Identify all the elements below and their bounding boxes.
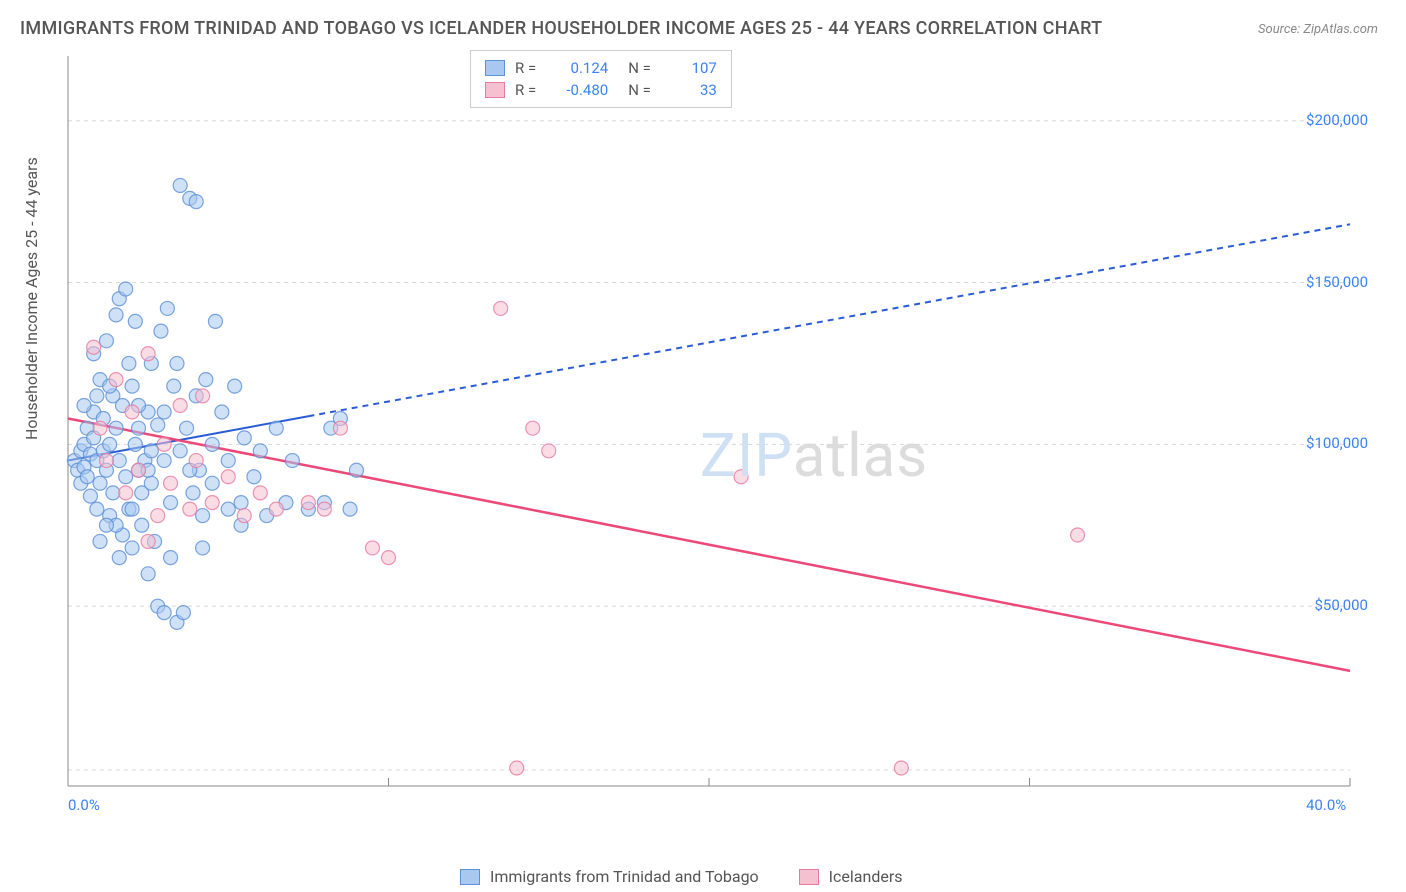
y-tick-label: $50,000: [1314, 596, 1368, 614]
y-tick-label: $150,000: [1306, 273, 1368, 291]
chart-title: IMMIGRANTS FROM TRINIDAD AND TOBAGO VS I…: [20, 18, 1102, 39]
chart-area: $50,000 $100,000 $150,000 $200,000 0.0% 40.0%: [60, 48, 1380, 828]
legend-r-label-2: R =: [515, 81, 536, 99]
y-tick-label: $200,000: [1306, 111, 1368, 129]
legend-n-label-2: N =: [628, 81, 651, 99]
legend-series: Immigrants from Trinidad and Tobago Icel…: [460, 867, 903, 886]
legend-bottom-swatch-1: [460, 869, 480, 885]
legend-series-name-2: Icelanders: [829, 867, 903, 886]
legend-item-2: Icelanders: [799, 867, 903, 886]
x-tick-label: 40.0%: [1306, 796, 1346, 814]
legend-r-value-2: -0.480: [552, 81, 608, 99]
legend-item-1: Immigrants from Trinidad and Tobago: [460, 867, 759, 886]
x-tick-label: 0.0%: [68, 796, 100, 814]
legend-bottom-swatch-2: [799, 869, 819, 885]
legend-n-label-1: N =: [628, 59, 651, 77]
legend-swatch-2: [485, 82, 505, 98]
legend-n-value-1: 107: [661, 59, 717, 77]
legend-correlation: R = 0.124 N = 107 R = -0.480 N = 33: [470, 50, 732, 108]
source-label: Source: ZipAtlas.com: [1258, 22, 1378, 37]
legend-r-value-1: 0.124: [552, 59, 608, 77]
legend-series-name-1: Immigrants from Trinidad and Tobago: [490, 867, 759, 886]
legend-n-value-2: 33: [661, 81, 717, 99]
legend-r-label-1: R =: [515, 59, 536, 77]
legend-swatch-1: [485, 60, 505, 76]
y-axis-label: Householder Income Ages 25 - 44 years: [22, 157, 41, 440]
scatter-plot: [60, 48, 1380, 828]
legend-row-series-1: R = 0.124 N = 107: [485, 57, 717, 79]
legend-row-series-2: R = -0.480 N = 33: [485, 79, 717, 101]
y-tick-label: $100,000: [1306, 434, 1368, 452]
